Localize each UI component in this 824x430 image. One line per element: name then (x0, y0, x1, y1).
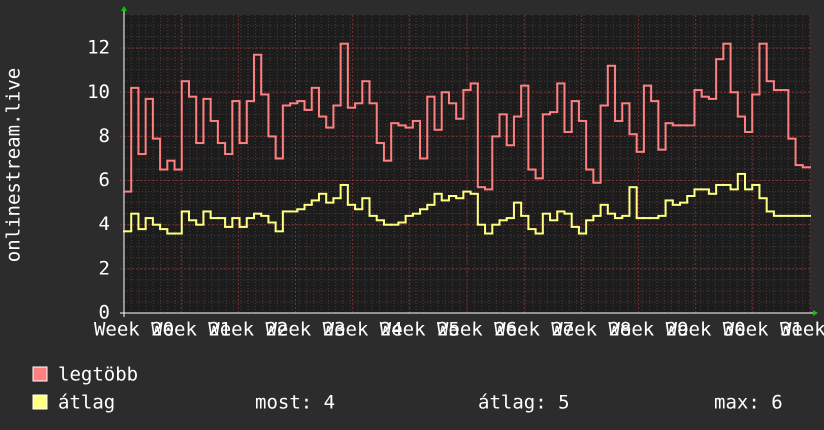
x-axis-arrow (813, 310, 818, 316)
legend-swatch (32, 366, 48, 382)
x-tick-label: Week 21 (151, 319, 231, 341)
x-tick-label: Week 31 (723, 319, 803, 341)
legend-label: legtöbb (58, 364, 138, 386)
step-connector (130, 173, 775, 234)
x-tick-label: Week 24 (323, 319, 403, 341)
x-tick-label: Week 32 (780, 319, 824, 341)
y-axis-label: onlinestream.live (3, 68, 25, 262)
x-tick-label: Week 20 (94, 319, 174, 341)
y-tick-label: 6 (99, 169, 110, 191)
y-axis-arrow (121, 6, 127, 11)
x-tick-label: Week 26 (437, 319, 517, 341)
legend-stat: átlag: 5 (478, 392, 570, 414)
x-tick-label: Week 22 (208, 319, 288, 341)
y-tick-label: 4 (99, 213, 110, 235)
y-tick-label: 8 (99, 125, 110, 147)
legend-stat: max: 6 (714, 392, 783, 414)
legend-stat: most: 4 (255, 392, 335, 414)
y-tick-label: 0 (99, 302, 110, 324)
x-tick-label: Week 23 (265, 319, 345, 341)
x-tick-label: Week 29 (608, 319, 688, 341)
x-tick-label: Week 27 (494, 319, 574, 341)
x-tick-label: Week 28 (551, 319, 631, 341)
legend-label: átlag (58, 392, 115, 414)
step-connector (130, 43, 804, 192)
y-tick-label: 2 (99, 257, 110, 279)
y-tick-label: 10 (87, 81, 110, 103)
legend-swatch (32, 394, 48, 410)
x-tick-label: Week 25 (380, 319, 460, 341)
x-tick-label: Week 30 (666, 319, 746, 341)
y-tick-label: 12 (87, 37, 110, 59)
